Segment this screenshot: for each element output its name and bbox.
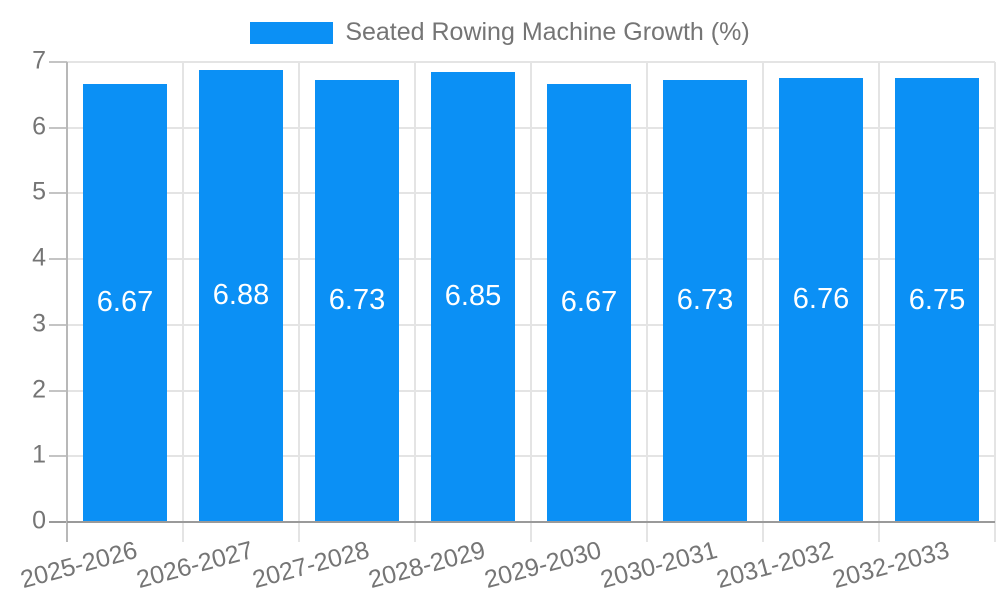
- y-axis-tick-label: 4: [32, 243, 46, 272]
- gridline-vertical: [878, 62, 880, 542]
- y-axis-tick: [49, 258, 67, 261]
- bar-value-label: 6.73: [676, 284, 734, 317]
- y-axis-tick: [49, 323, 67, 326]
- bar-2031-2032[interactable]: 6.76: [779, 77, 863, 522]
- y-axis-tick: [49, 521, 67, 523]
- bar-value-label: 6.76: [792, 283, 850, 316]
- bar-2029-2030[interactable]: 6.67: [547, 83, 631, 522]
- gridline-vertical: [182, 62, 184, 542]
- y-axis-tick-label: 3: [32, 309, 46, 338]
- bar-value-label: 6.85: [444, 280, 502, 313]
- y-axis-tick: [49, 389, 67, 392]
- legend-swatch-icon: [250, 21, 334, 44]
- bar-2027-2028[interactable]: 6.73: [315, 79, 399, 522]
- legend-label: Seated Rowing Machine Growth (%): [345, 18, 750, 46]
- y-axis-tick-label: 1: [32, 440, 46, 469]
- bar-value-label: 6.88: [212, 279, 270, 312]
- y-axis-tick-label: 5: [32, 177, 46, 206]
- y-axis-tick-label: 2: [32, 374, 46, 403]
- y-axis-tick: [49, 455, 67, 458]
- bar-2032-2033[interactable]: 6.75: [895, 78, 979, 522]
- bar-value-label: 6.67: [96, 286, 154, 319]
- bar-2030-2031[interactable]: 6.73: [663, 79, 747, 522]
- y-axis-tick: [49, 192, 67, 195]
- y-axis-tick-label: 0: [32, 506, 46, 535]
- y-axis-tick-label: 7: [32, 46, 46, 75]
- y-axis-tick: [49, 126, 67, 129]
- y-axis-tick: [49, 61, 67, 63]
- x-axis-line: [67, 521, 995, 523]
- gridline-vertical: [994, 62, 996, 542]
- gridline-vertical: [762, 62, 764, 542]
- bar-2028-2029[interactable]: 6.85: [431, 71, 515, 522]
- gridline-vertical: [530, 62, 532, 542]
- gridline-vertical: [414, 62, 416, 542]
- y-axis-line: [66, 62, 68, 542]
- y-axis-tick-label: 6: [32, 112, 46, 141]
- bar-value-label: 6.73: [328, 284, 386, 317]
- bar-value-label: 6.75: [908, 283, 966, 316]
- chart-legend[interactable]: Seated Rowing Machine Growth (%): [0, 18, 1000, 47]
- bar-value-label: 6.67: [560, 286, 618, 319]
- bar-2025-2026[interactable]: 6.67: [83, 83, 167, 522]
- bar-2026-2027[interactable]: 6.88: [199, 69, 283, 522]
- gridline-vertical: [646, 62, 648, 542]
- gridline-vertical: [298, 62, 300, 542]
